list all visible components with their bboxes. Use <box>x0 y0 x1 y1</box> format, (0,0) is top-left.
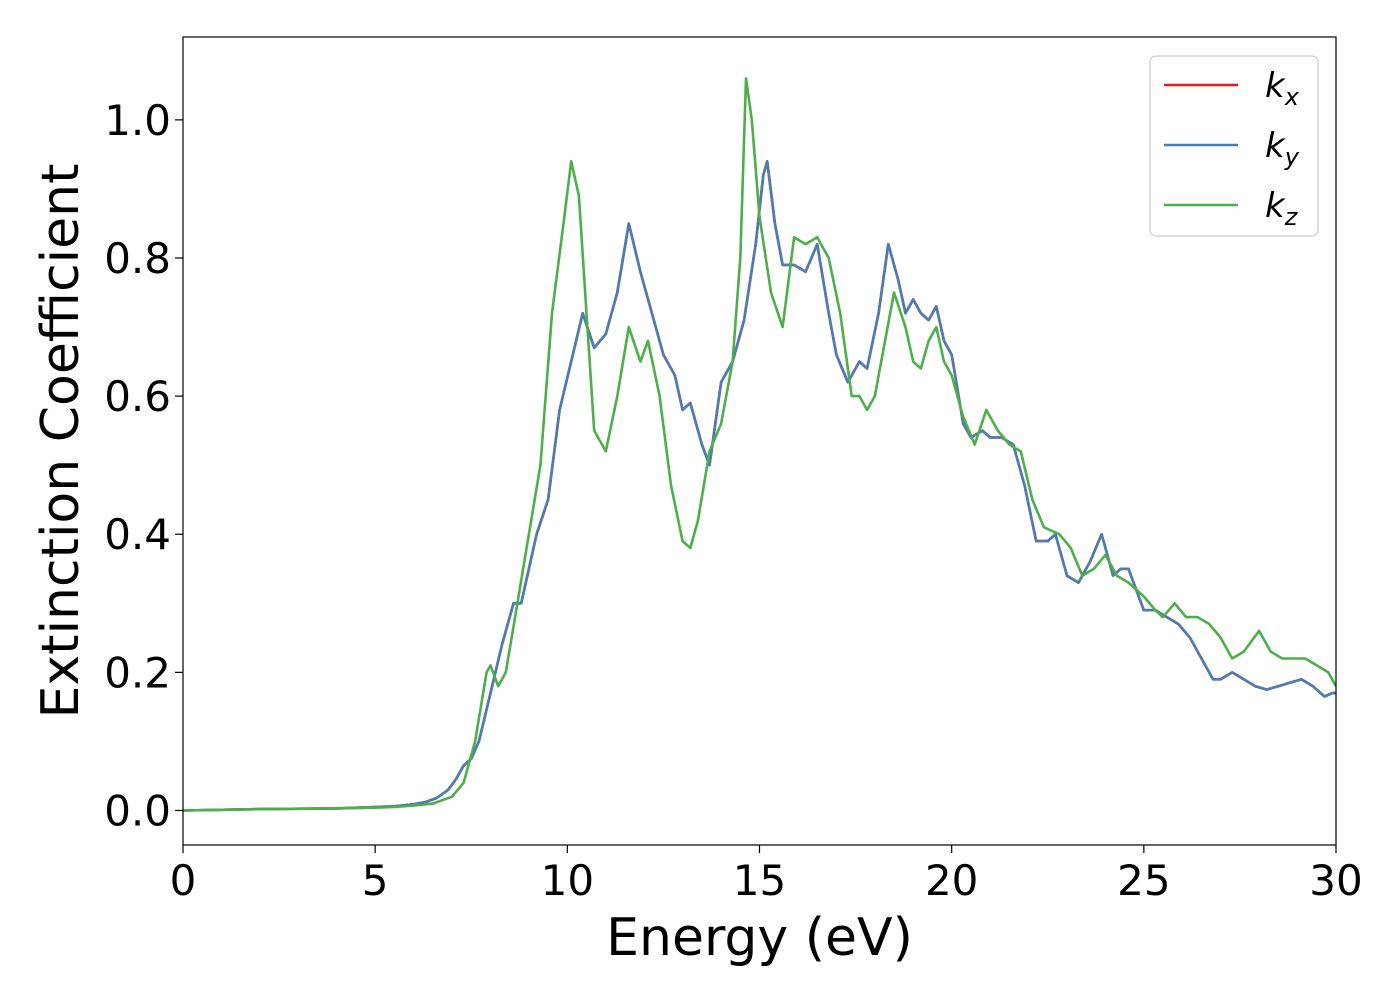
y-tick-label: 0.6 <box>104 372 171 421</box>
legend-label-x: kx <box>1265 66 1300 111</box>
x-axis-label: Energy (eV) <box>606 908 913 968</box>
series-line-z <box>183 77 1336 812</box>
legend: kx ky kz <box>1149 55 1319 237</box>
series-line-x <box>183 160 1336 812</box>
axes-layer: 0 5 10 15 20 25 30 0.0 0.2 0.4 0.6 0.8 1.0 <box>104 96 1363 905</box>
x-tick-label: 25 <box>1117 856 1170 905</box>
y-tick-label: 0.2 <box>104 648 171 697</box>
y-axis-label: Extinction Coefficient <box>31 164 91 719</box>
x-tick-label: 10 <box>541 856 594 905</box>
y-tick-label: 0.8 <box>104 234 171 283</box>
x-tick-label: 30 <box>1309 856 1362 905</box>
x-tick-label: 5 <box>362 856 389 905</box>
series-layer <box>183 77 1336 812</box>
x-tick-label: 20 <box>925 856 978 905</box>
x-tick-label: 0 <box>170 856 197 905</box>
y-tick-label: 1.0 <box>104 96 171 145</box>
legend-label-y: ky <box>1265 126 1300 171</box>
legend-label-z: kz <box>1265 186 1299 231</box>
y-tick-label: 0.0 <box>104 786 171 835</box>
y-tick-label: 0.4 <box>104 510 171 559</box>
series-line-y <box>183 160 1336 812</box>
x-tick-label: 15 <box>733 856 786 905</box>
